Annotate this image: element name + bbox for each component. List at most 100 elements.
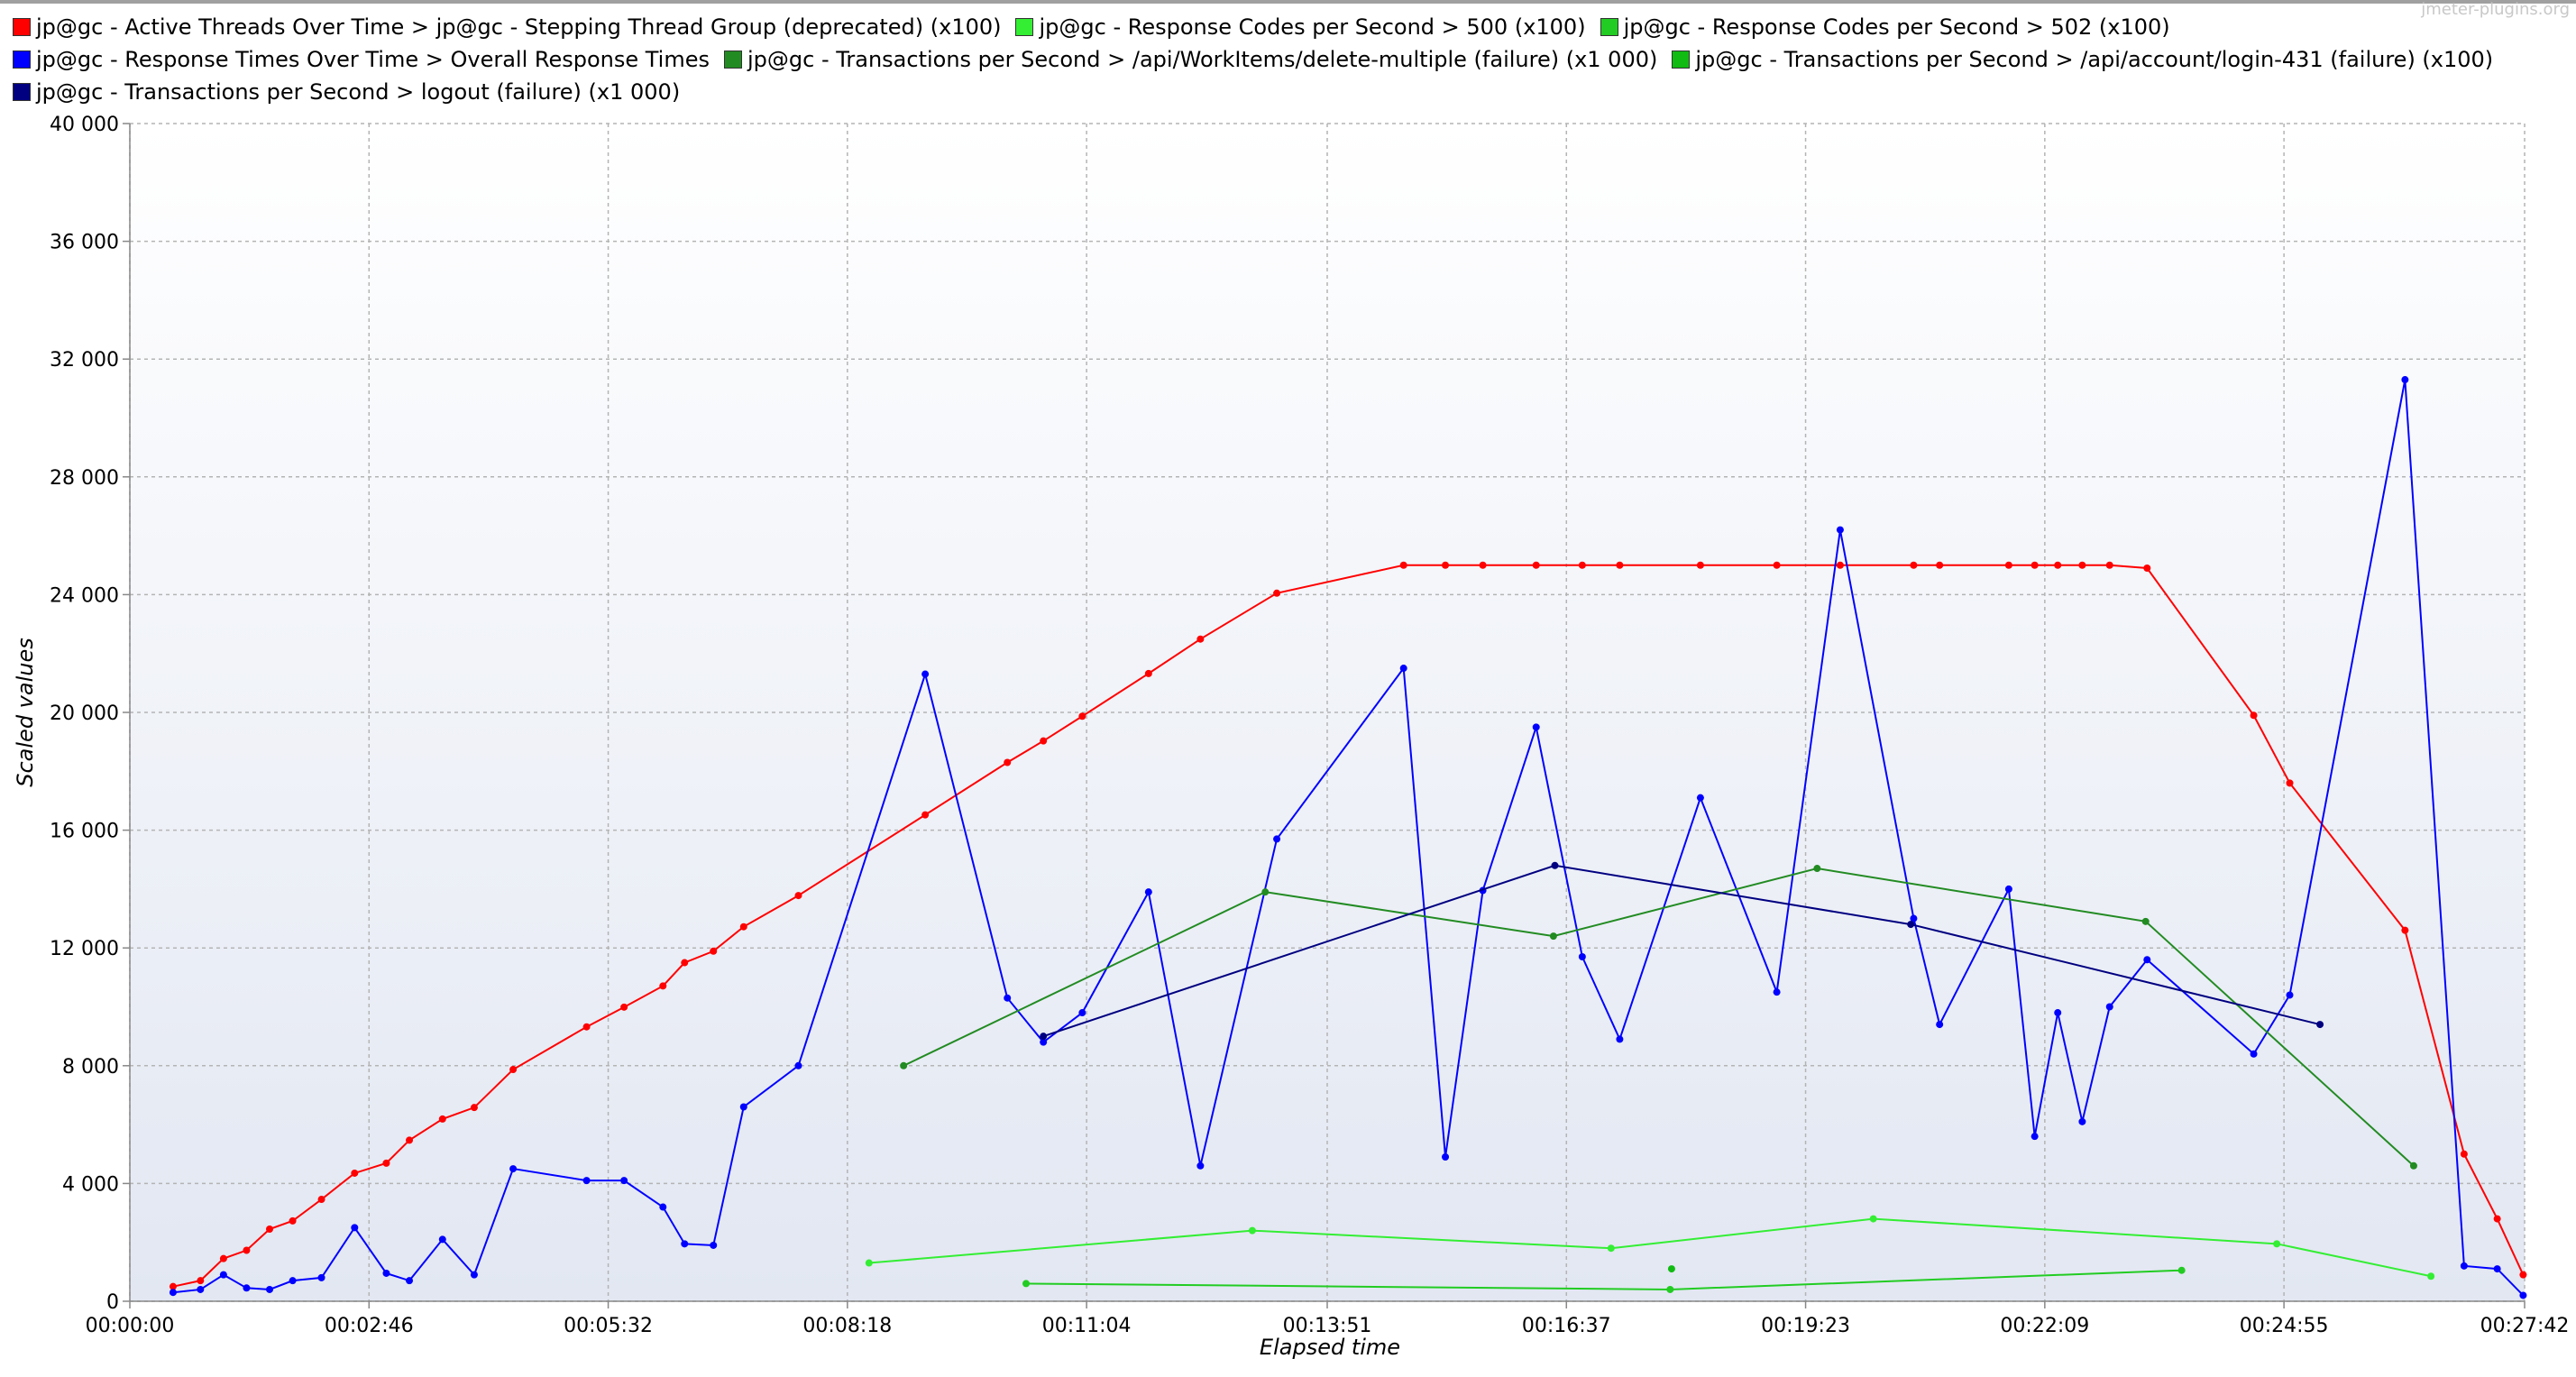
- data-point: [351, 1169, 359, 1177]
- legend-item: jp@gc - Transactions per Second > logout…: [13, 79, 680, 105]
- data-point: [1196, 635, 1205, 643]
- data-point: [1144, 669, 1152, 677]
- data-point: [1616, 1035, 1624, 1043]
- data-point: [317, 1273, 325, 1281]
- legend-swatch: [1672, 50, 1691, 69]
- x-tick-label: 00:00:00: [86, 1315, 175, 1337]
- data-point: [659, 982, 667, 990]
- data-point: [865, 1259, 873, 1267]
- x-tick-label: 00:16:37: [1522, 1315, 1611, 1337]
- data-point: [1040, 1038, 1048, 1046]
- data-point: [406, 1277, 414, 1285]
- data-point: [2054, 1009, 2062, 1017]
- data-point: [317, 1196, 325, 1204]
- data-point: [243, 1284, 251, 1292]
- legend-swatch: [13, 50, 31, 69]
- data-point: [2177, 1266, 2186, 1274]
- data-point: [582, 1023, 591, 1031]
- data-point: [1666, 1285, 1674, 1293]
- data-point: [1616, 561, 1624, 569]
- data-point: [1773, 988, 1781, 996]
- data-point: [921, 811, 930, 819]
- data-point: [2460, 1150, 2468, 1158]
- x-tick-label: 00:27:42: [2480, 1315, 2570, 1337]
- legend-swatch: [1015, 18, 1034, 36]
- data-point: [2250, 1050, 2258, 1058]
- legend-row: jp@gc - Response Times Over Time > Overa…: [13, 43, 2507, 76]
- data-point: [1907, 921, 1915, 929]
- data-point: [2273, 1240, 2281, 1248]
- data-point: [1479, 561, 1487, 569]
- legend-row: jp@gc - Active Threads Over Time > jp@gc…: [13, 11, 2507, 43]
- y-tick-label: 8 000: [62, 1056, 119, 1079]
- data-point: [169, 1282, 177, 1290]
- data-point: [2054, 561, 2062, 569]
- data-point: [1696, 794, 1704, 802]
- data-point: [681, 1240, 689, 1248]
- data-point: [900, 1061, 908, 1069]
- data-point: [266, 1285, 274, 1293]
- data-point: [681, 959, 689, 967]
- series-line: [1042, 864, 2321, 1038]
- data-point: [470, 1104, 478, 1112]
- data-point: [620, 1003, 628, 1011]
- data-point: [582, 1177, 591, 1185]
- y-tick-label: 4 000: [62, 1173, 119, 1196]
- data-point: [2460, 1262, 2468, 1270]
- x-axis-label: Elapsed time: [1260, 1335, 1400, 1360]
- data-point: [2493, 1265, 2501, 1273]
- legend-label: jp@gc - Response Codes per Second > 500 …: [1039, 14, 1586, 40]
- legend-swatch: [13, 18, 31, 36]
- data-point: [739, 1103, 747, 1111]
- data-point: [1399, 561, 1407, 569]
- x-tick-label: 00:24:55: [2240, 1315, 2329, 1337]
- data-point: [219, 1254, 227, 1262]
- data-point: [2004, 885, 2012, 893]
- legend-swatch: [1600, 18, 1618, 36]
- data-point: [2143, 565, 2151, 573]
- series-line: [172, 564, 2525, 1288]
- data-point: [710, 947, 718, 955]
- data-point: [1273, 589, 1281, 597]
- data-point: [2316, 1021, 2324, 1029]
- data-point: [1144, 888, 1152, 896]
- legend-item: jp@gc - Active Threads Over Time > jp@gc…: [13, 14, 1001, 40]
- data-point: [2493, 1215, 2501, 1223]
- data-point: [2250, 711, 2258, 720]
- data-point: [470, 1271, 478, 1279]
- data-point: [1607, 1244, 1615, 1253]
- series-line: [903, 868, 2415, 1167]
- data-point: [2031, 1133, 2039, 1141]
- data-point: [1578, 952, 1586, 960]
- data-point: [438, 1115, 446, 1123]
- data-point: [382, 1269, 390, 1277]
- data-point: [1196, 1161, 1205, 1170]
- legend-row: jp@gc - Transactions per Second > logout…: [13, 76, 2507, 108]
- data-point: [1261, 888, 1270, 896]
- data-point: [266, 1226, 274, 1234]
- legend-item: jp@gc - Transactions per Second > /api/a…: [1672, 47, 2493, 72]
- y-tick-label: 32 000: [50, 349, 119, 372]
- data-point: [1022, 1280, 1031, 1288]
- x-tick-label: 00:05:32: [564, 1315, 653, 1337]
- data-point: [219, 1271, 227, 1279]
- data-point: [406, 1136, 414, 1144]
- data-point: [1549, 932, 1557, 941]
- data-point: [2004, 561, 2012, 569]
- legend-label: jp@gc - Transactions per Second > logout…: [36, 79, 681, 105]
- data-point: [243, 1246, 251, 1254]
- data-point: [1910, 914, 1918, 923]
- legend-swatch: [13, 83, 31, 101]
- data-point: [2078, 561, 2086, 569]
- data-point: [2286, 991, 2294, 999]
- y-tick-label: 24 000: [50, 584, 119, 607]
- data-point: [351, 1224, 359, 1232]
- legend-swatch: [724, 50, 742, 69]
- data-point: [794, 1061, 802, 1069]
- data-point: [438, 1235, 446, 1244]
- data-point: [1532, 723, 1540, 731]
- legend-label: jp@gc - Transactions per Second > /api/a…: [1695, 47, 2494, 72]
- y-tick-label: 20 000: [50, 702, 119, 725]
- series-line: [172, 379, 2525, 1297]
